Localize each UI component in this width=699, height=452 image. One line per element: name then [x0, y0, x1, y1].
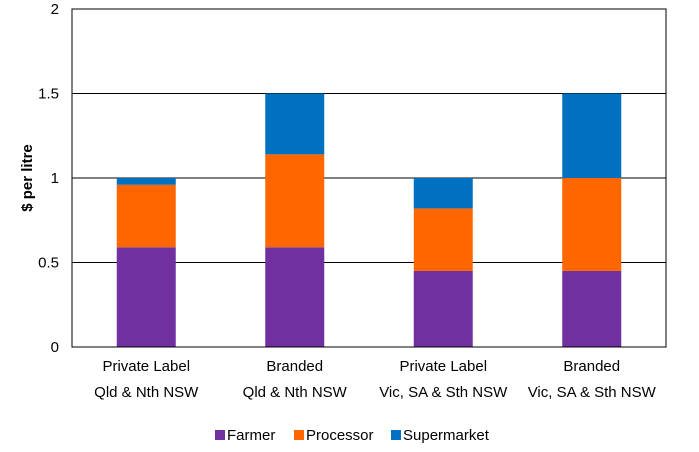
bar-supermarket — [562, 93, 622, 178]
y-tick-label: 1.5 — [38, 86, 59, 103]
legend: Farmer Processor Supermarket — [215, 427, 490, 444]
y-tick-label: 2 — [51, 1, 59, 18]
bar-farmer — [265, 247, 325, 347]
legend-swatch-processor — [294, 430, 304, 440]
x-category-label: Private Label — [399, 358, 487, 375]
bar-farmer — [562, 270, 622, 347]
legend-label-supermarket: Supermarket — [403, 427, 490, 444]
legend-label-processor: Processor — [306, 427, 374, 444]
x-category-label: Vic, SA & Sth NSW — [379, 384, 508, 401]
y-tick-label: 0 — [51, 339, 59, 356]
bar-supermarket — [265, 93, 325, 155]
bar-farmer — [116, 247, 176, 347]
bar-processor — [116, 184, 176, 248]
y-tick-label: 0.5 — [38, 255, 59, 272]
y-axis-label: $ per litre — [19, 144, 36, 212]
legend-swatch-supermarket — [391, 430, 401, 440]
x-category-label: Qld & Nth NSW — [94, 384, 199, 401]
bar-farmer — [413, 270, 473, 347]
y-tick-label: 1 — [51, 170, 59, 187]
plot-area-border — [71, 8, 667, 348]
legend-swatch-farmer — [215, 430, 225, 440]
x-category-label: Branded — [266, 358, 323, 375]
bar-processor — [413, 208, 473, 271]
x-category-label: Private Label — [102, 358, 190, 375]
x-category-label: Qld & Nth NSW — [243, 384, 348, 401]
x-axis-categories: Private Label Qld & Nth NSW Branded Qld & N… — [94, 358, 656, 401]
bar-processor — [562, 178, 622, 271]
y-axis-ticks: 0 0.5 1 1.5 2 — [38, 1, 59, 356]
x-category-label: Branded — [563, 358, 620, 375]
bar-supermarket — [413, 178, 473, 209]
legend-label-farmer: Farmer — [227, 427, 275, 444]
x-category-label: Vic, SA & Sth NSW — [528, 384, 657, 401]
bars — [116, 93, 622, 347]
bar-processor — [265, 154, 325, 248]
bar-supermarket — [116, 178, 176, 185]
